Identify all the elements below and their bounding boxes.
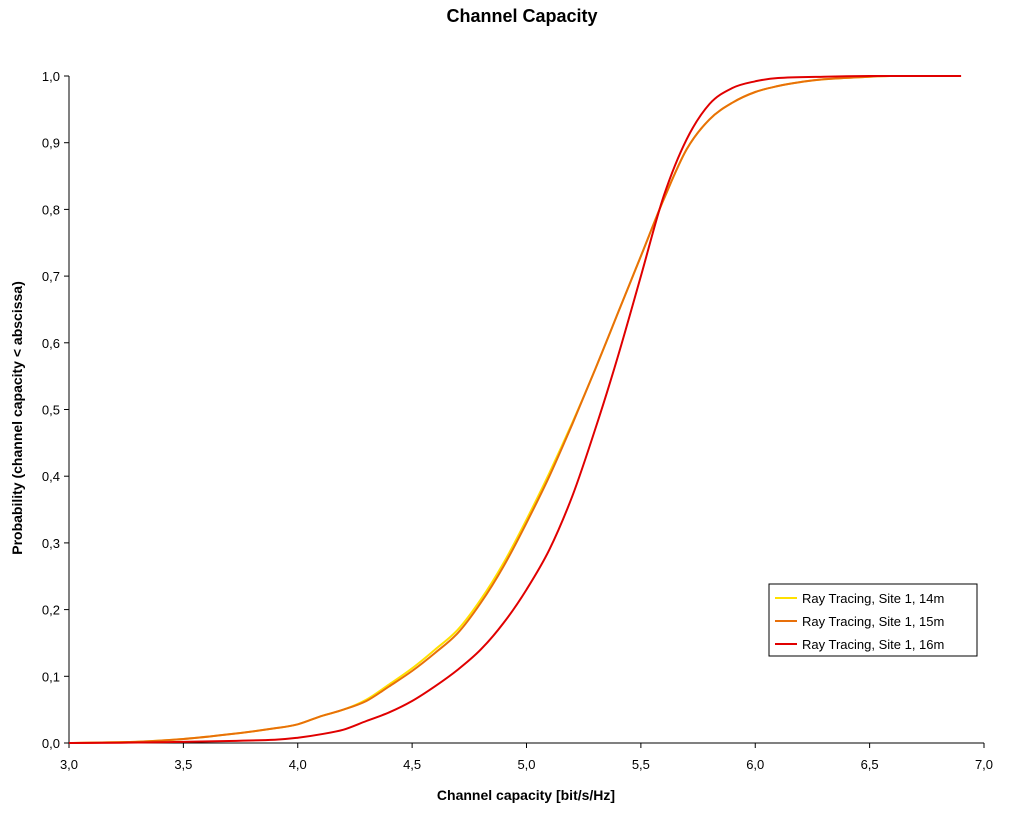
x-tick-label: 4,5 bbox=[403, 757, 421, 772]
x-axis-label: Channel capacity [bit/s/Hz] bbox=[437, 787, 615, 803]
series-lines bbox=[68, 74, 962, 744]
x-tick-label: 7,0 bbox=[975, 757, 993, 772]
x-tick-label: 5,5 bbox=[632, 757, 650, 772]
x-tick-label: 5,0 bbox=[517, 757, 535, 772]
y-tick-label: 0,2 bbox=[42, 603, 60, 618]
y-tick-label: 0,1 bbox=[42, 669, 60, 684]
x-tick-label: 3,5 bbox=[174, 757, 192, 772]
x-tick-label: 3,0 bbox=[60, 757, 78, 772]
series-line-3 bbox=[68, 74, 962, 744]
y-tick-label: 0,9 bbox=[42, 136, 60, 151]
x-tick-label: 6,0 bbox=[746, 757, 764, 772]
x-ticks: 3,0 3,5 4,0 4,5 5,0 5,5 6,0 6,5 7,0 bbox=[60, 743, 993, 772]
y-tick-label: 0,6 bbox=[42, 336, 60, 351]
y-tick-label: 0,7 bbox=[42, 269, 60, 284]
y-tick-label: 0,8 bbox=[42, 202, 60, 217]
legend-label: Ray Tracing, Site 1, 15m bbox=[802, 614, 944, 629]
legend-box bbox=[768, 583, 978, 657]
y-tick-label: 0,0 bbox=[42, 736, 60, 751]
y-tick-label: 0,5 bbox=[42, 403, 60, 418]
legend-item: Ray Tracing, Site 1, 16m bbox=[775, 637, 944, 652]
x-tick-label: 4,0 bbox=[289, 757, 307, 772]
x-tick-label: 6,5 bbox=[861, 757, 879, 772]
legend-item: Ray Tracing, Site 1, 15m bbox=[775, 614, 944, 629]
y-tick-label: 0,4 bbox=[42, 469, 60, 484]
plot-area: 0,0 0,1 0,2 0,3 0,4 0,5 0,6 0,7 0,8 0,9 1,0 3,0 3,5… bbox=[42, 69, 993, 772]
legend-item: Ray Tracing, Site 1, 14m bbox=[775, 591, 944, 606]
legend-label: Ray Tracing, Site 1, 14m bbox=[802, 591, 944, 606]
y-tick-label: 0,3 bbox=[42, 536, 60, 551]
legend: Ray Tracing, Site 1, 14m Ray Tracing, Sit… bbox=[768, 583, 978, 657]
y-axis-label: Probability (channel capacity < abscissa… bbox=[9, 281, 25, 555]
legend-items: Ray Tracing, Site 1, 14m Ray Tracing, Sit… bbox=[775, 591, 944, 652]
y-ticks: 0,0 0,1 0,2 0,3 0,4 0,5 0,6 0,7 0,8 0,9 1,0 bbox=[42, 69, 69, 751]
legend-label: Ray Tracing, Site 1, 16m bbox=[802, 637, 944, 652]
series-line-2 bbox=[68, 74, 950, 744]
chart-title: Channel Capacity bbox=[446, 6, 597, 26]
y-tick-label: 1,0 bbox=[42, 69, 60, 84]
